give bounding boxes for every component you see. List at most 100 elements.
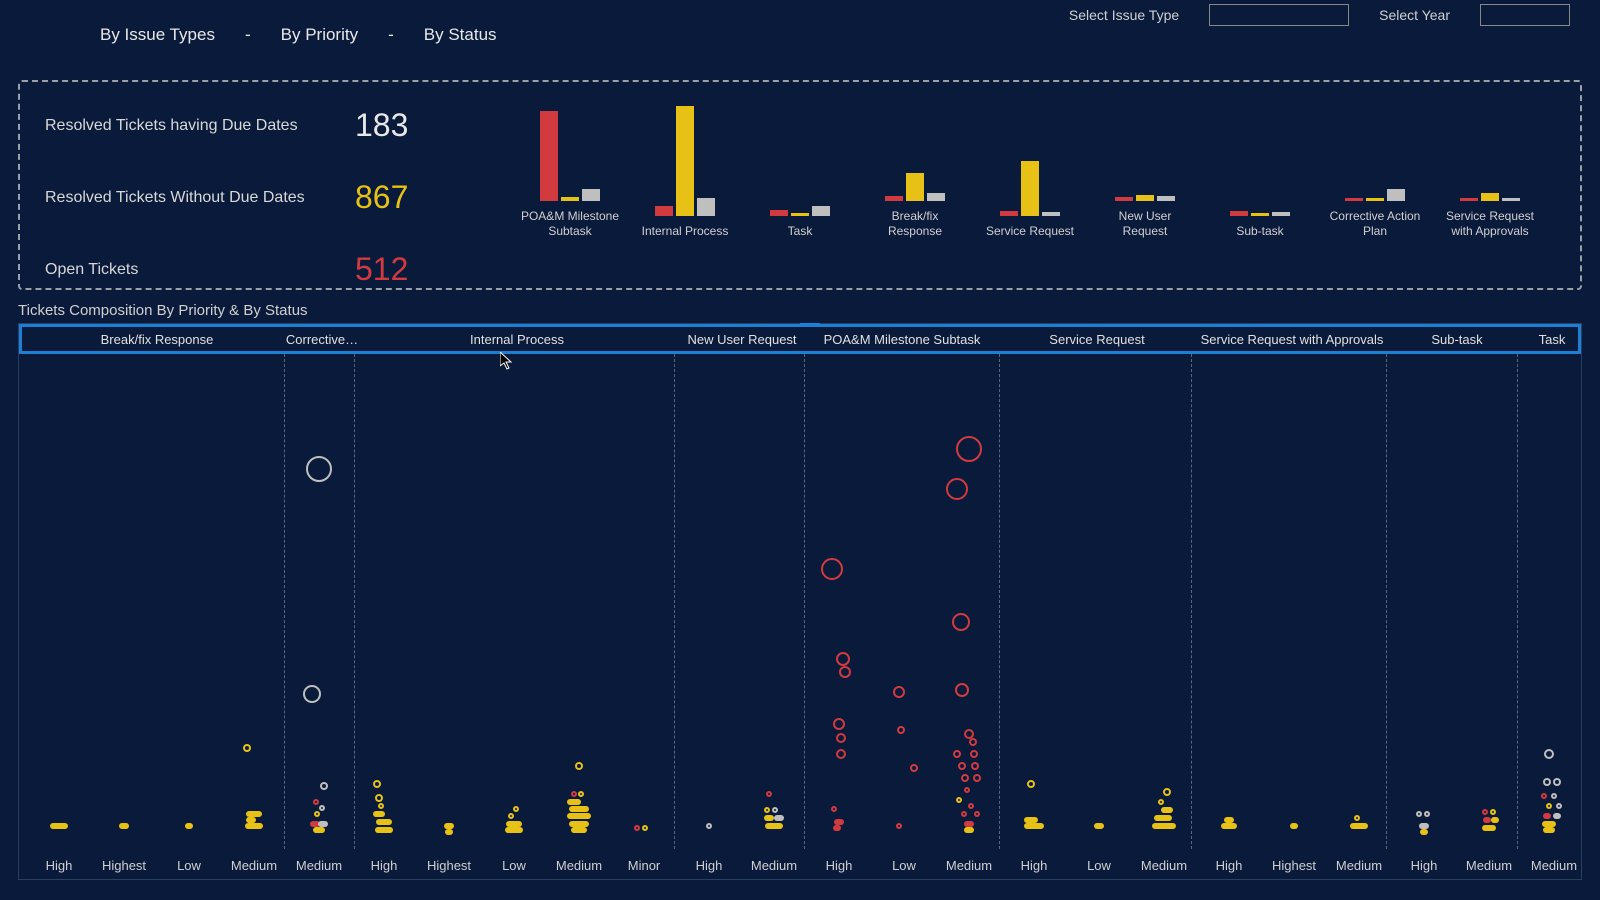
mini-chart-group[interactable]: Task <box>750 96 850 238</box>
scatter-point[interactable] <box>303 685 321 703</box>
scatter-point[interactable] <box>245 823 263 829</box>
scatter-point[interactable] <box>1221 823 1237 829</box>
mini-chart-group[interactable]: Service Request <box>980 96 1080 238</box>
scatter-point[interactable] <box>575 762 583 770</box>
scatter-header-bar[interactable]: Break/fix ResponseCorrective…Internal Pr… <box>19 324 1581 354</box>
scatter-point[interactable] <box>764 815 774 821</box>
scatter-point[interactable] <box>706 823 712 829</box>
mini-bar[interactable] <box>582 189 600 201</box>
scatter-point[interactable] <box>1027 780 1035 788</box>
scatter-point[interactable] <box>1546 803 1552 809</box>
mini-bar[interactable] <box>1251 213 1269 216</box>
scatter-point[interactable] <box>970 750 978 758</box>
scatter-point[interactable] <box>243 744 251 752</box>
scatter-point[interactable] <box>313 827 325 833</box>
scatter-point[interactable] <box>836 733 846 743</box>
mini-bar[interactable] <box>1502 198 1520 201</box>
scatter-point[interactable] <box>1024 823 1044 829</box>
scatter-point[interactable] <box>764 807 770 813</box>
scatter-point[interactable] <box>961 811 967 817</box>
scatter-point[interactable] <box>313 799 319 805</box>
scatter-point[interactable] <box>375 827 393 833</box>
scatter-point[interactable] <box>634 825 640 831</box>
scatter-point[interactable] <box>1154 815 1172 821</box>
scatter-point[interactable] <box>571 791 577 797</box>
mini-bar[interactable] <box>540 111 558 201</box>
scatter-point[interactable] <box>897 726 905 734</box>
mini-bar[interactable] <box>906 173 924 201</box>
mini-bar[interactable] <box>791 213 809 216</box>
scatter-point[interactable] <box>964 827 974 833</box>
scatter-header-cell[interactable]: Internal Process <box>470 332 564 347</box>
mini-chart-group[interactable]: Break/fix Response <box>865 81 965 238</box>
mini-bar[interactable] <box>1042 212 1060 216</box>
mini-bar[interactable] <box>561 197 579 201</box>
tab-by-status[interactable]: By Status <box>424 25 497 45</box>
scatter-point[interactable] <box>1553 813 1561 819</box>
mini-bar[interactable] <box>697 198 715 216</box>
scatter-point[interactable] <box>971 762 979 770</box>
scatter-point[interactable] <box>833 825 841 831</box>
mini-chart-group[interactable]: Service Request with Approvals <box>1440 81 1540 238</box>
scatter-point[interactable] <box>955 683 969 697</box>
scatter-point[interactable] <box>513 806 519 812</box>
scatter-point[interactable] <box>974 811 980 817</box>
mini-bar[interactable] <box>1115 197 1133 201</box>
scatter-point[interactable] <box>1424 811 1430 817</box>
mini-bar[interactable] <box>1230 211 1248 216</box>
scatter-point[interactable] <box>1158 799 1164 805</box>
scatter-point[interactable] <box>956 797 962 803</box>
scatter-point[interactable] <box>50 823 68 829</box>
mini-bar[interactable] <box>812 206 830 216</box>
mini-bar[interactable] <box>1000 211 1018 216</box>
scatter-point[interactable] <box>969 738 977 746</box>
scatter-point[interactable] <box>1543 827 1555 833</box>
scatter-point[interactable] <box>910 764 918 772</box>
scatter-point[interactable] <box>373 780 381 788</box>
tab-by-issue-types[interactable]: By Issue Types <box>100 25 215 45</box>
scatter-point[interactable] <box>836 652 850 666</box>
mini-bar[interactable] <box>655 206 673 216</box>
mini-bar[interactable] <box>676 106 694 216</box>
scatter-point[interactable] <box>1354 815 1360 821</box>
mini-bar[interactable] <box>927 193 945 201</box>
scatter-point[interactable] <box>571 827 587 833</box>
scatter-point[interactable] <box>896 823 902 829</box>
scatter-point[interactable] <box>968 803 974 809</box>
scatter-point[interactable] <box>1290 823 1298 829</box>
scatter-point[interactable] <box>973 774 981 782</box>
scatter-point[interactable] <box>964 787 970 793</box>
scatter-point[interactable] <box>831 806 837 812</box>
mini-bar[interactable] <box>1021 161 1039 216</box>
scatter-point[interactable] <box>569 806 589 812</box>
scatter-point[interactable] <box>1420 829 1428 835</box>
scatter-point[interactable] <box>774 815 784 821</box>
scatter-point[interactable] <box>1094 823 1104 829</box>
scatter-point[interactable] <box>578 791 584 797</box>
scatter-point[interactable] <box>319 805 325 811</box>
scatter-header-cell[interactable]: Break/fix Response <box>101 332 214 347</box>
scatter-point[interactable] <box>765 823 783 829</box>
scatter-point[interactable] <box>314 811 320 817</box>
scatter-point[interactable] <box>958 762 966 770</box>
scatter-point[interactable] <box>445 829 453 835</box>
scatter-point[interactable] <box>185 823 193 829</box>
scatter-header-cell[interactable]: Sub-task <box>1431 332 1482 347</box>
mini-chart-group[interactable]: New User Request <box>1095 81 1195 238</box>
mini-chart-group[interactable]: Internal Process <box>635 96 735 238</box>
header-drag-handle[interactable] <box>800 323 820 327</box>
scatter-point[interactable] <box>946 478 968 500</box>
scatter-point[interactable] <box>1491 817 1499 823</box>
scatter-point[interactable] <box>1350 823 1368 829</box>
scatter-point[interactable] <box>1152 823 1176 829</box>
scatter-point[interactable] <box>1544 749 1554 759</box>
scatter-header-cell[interactable]: POA&M Milestone Subtask <box>824 332 981 347</box>
scatter-point[interactable] <box>1543 813 1551 819</box>
scatter-point[interactable] <box>1482 825 1496 831</box>
scatter-point[interactable] <box>320 782 328 790</box>
scatter-point[interactable] <box>1482 809 1488 815</box>
scatter-point[interactable] <box>1490 809 1496 815</box>
scatter-point[interactable] <box>378 803 384 809</box>
mini-bar[interactable] <box>1366 198 1384 201</box>
scatter-point[interactable] <box>833 718 845 730</box>
